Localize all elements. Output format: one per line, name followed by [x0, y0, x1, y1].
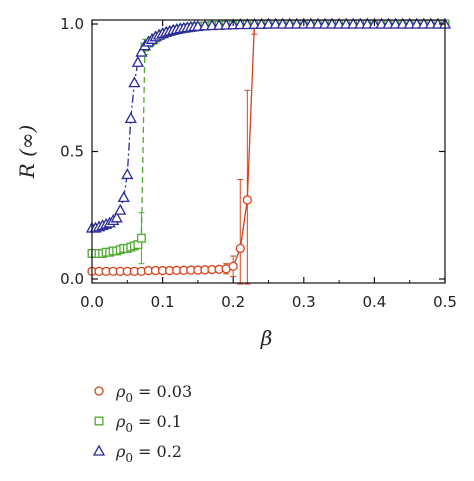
data-point [304, 17, 317, 29]
data-point [269, 17, 282, 29]
data-point [136, 233, 146, 243]
legend-symbol: ρ [115, 382, 126, 401]
x-tick-label-5: 0.5 [433, 293, 457, 311]
data-point [276, 17, 289, 29]
x-tick-label-1: 0.1 [151, 293, 175, 311]
data-point [332, 17, 346, 29]
data-point [135, 45, 148, 57]
data-point [340, 17, 353, 29]
data-point [283, 17, 296, 29]
data-point [228, 261, 238, 271]
legend-symbol: ρ [115, 442, 126, 461]
legend-value: = 0.2 [138, 442, 182, 461]
data-point [124, 112, 137, 123]
data-point [262, 17, 275, 29]
legend-label-1: ρ0 = 0.1 [115, 412, 182, 435]
data-point [417, 17, 430, 29]
data-point [234, 18, 247, 30]
data-point [403, 17, 416, 29]
data-point [128, 76, 141, 88]
y-axis-label: R (∞) [15, 125, 39, 180]
y-tick-label-2: 1.0 [60, 15, 84, 33]
legend-entry-1: ρ0 = 0.1 [94, 412, 182, 435]
legend-label-2: ρ0 = 0.2 [115, 442, 182, 465]
x-tick-label-0: 0.0 [80, 293, 104, 311]
data-point [318, 17, 332, 29]
data-point [354, 17, 367, 29]
data-point [121, 168, 134, 180]
data-point [131, 55, 144, 67]
data-point [325, 17, 339, 29]
data-point [110, 211, 123, 223]
data-point [114, 203, 127, 215]
data-point [347, 17, 360, 29]
data-point [382, 17, 395, 29]
legend-subscript: 0 [125, 421, 133, 435]
y-tick-label-0: 0.0 [60, 270, 84, 288]
y-tick-label-1: 0.5 [60, 143, 84, 161]
legend-marker-2 [92, 444, 106, 456]
data-point [235, 243, 245, 254]
legend-subscript: 0 [125, 451, 133, 465]
data-point [248, 17, 261, 29]
legend-symbol: ρ [115, 412, 126, 431]
data-point [375, 17, 388, 29]
x-tick-label-3: 0.3 [292, 293, 316, 311]
legend-marker-0 [94, 386, 104, 396]
data-point [361, 17, 374, 29]
legend-subscript: 0 [125, 391, 133, 405]
legend-marker-1 [94, 416, 104, 426]
data-point [396, 17, 409, 29]
legend-value: = 0.1 [138, 412, 182, 431]
x-axis-label: β [260, 326, 273, 350]
legend-label-0: ρ0 = 0.03 [115, 382, 192, 405]
axes-layer: 0.0 0.1 0.2 0.3 0.4 0.5 0.0 0.5 1.0 [60, 15, 457, 311]
data-point [117, 191, 130, 203]
x-tick-label-4: 0.4 [362, 293, 386, 311]
data-point [311, 17, 325, 29]
data-point [410, 17, 423, 29]
x-tick-label-2: 0.2 [221, 293, 245, 311]
legend-value: = 0.03 [138, 382, 192, 401]
data-point [424, 17, 437, 29]
series-2 [85, 17, 452, 233]
data-point [290, 17, 303, 29]
data-point [389, 17, 402, 29]
data-point [242, 195, 252, 205]
legend-entry-0: ρ0 = 0.03 [94, 382, 192, 405]
legend-entry-2: ρ0 = 0.2 [92, 442, 182, 465]
